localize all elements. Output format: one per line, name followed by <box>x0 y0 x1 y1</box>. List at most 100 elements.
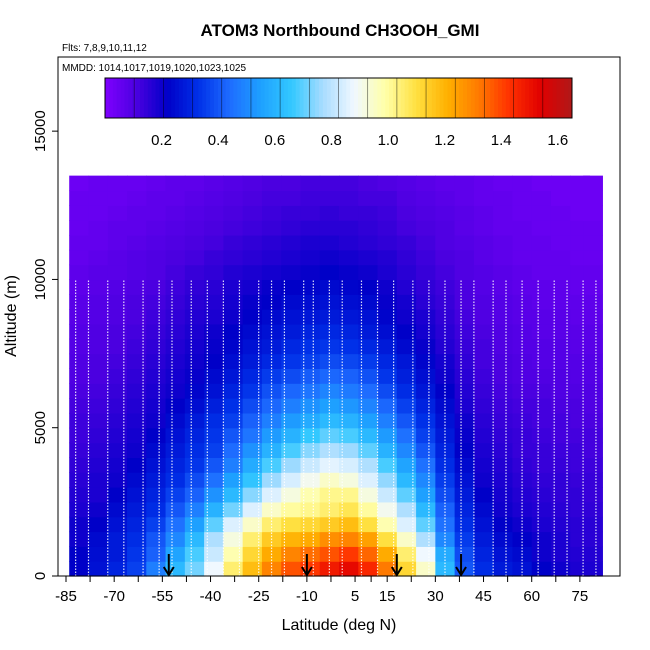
heatmap-cell <box>531 516 552 533</box>
heatmap-cell <box>146 294 167 310</box>
heatmap-cell <box>339 501 359 518</box>
heatmap-cell <box>550 190 571 206</box>
heatmap-cell <box>358 427 379 444</box>
heatmap-cell <box>146 279 167 295</box>
heatmap-cell <box>204 442 224 458</box>
heatmap-cell <box>300 501 321 518</box>
heatmap-cell <box>223 234 244 251</box>
colorbar-tick-label: 0.2 <box>151 132 172 149</box>
heatmap-cell <box>204 383 224 399</box>
heatmap-cell <box>583 412 603 429</box>
heatmap-cell <box>583 338 603 355</box>
colorbar-segment <box>357 78 363 118</box>
heatmap-cell <box>454 501 475 518</box>
heatmap-cell <box>358 368 379 384</box>
heatmap-cell <box>242 457 263 473</box>
heatmap-cell <box>473 175 494 192</box>
heatmap-cell <box>223 368 244 384</box>
heatmap-cell <box>493 234 514 251</box>
heatmap-cell <box>127 427 147 444</box>
heatmap-cell <box>435 457 456 473</box>
heatmap-cell <box>165 220 186 236</box>
heatmap-cell <box>107 190 128 206</box>
heatmap-cell <box>454 472 475 488</box>
heatmap-cell <box>69 220 90 236</box>
heatmap-cell <box>339 249 359 266</box>
heatmap-cell <box>223 412 244 429</box>
heatmap-cell <box>435 338 456 355</box>
heatmap-cell <box>396 368 417 384</box>
heatmap-cell <box>339 234 359 251</box>
heatmap-cell <box>435 442 456 458</box>
heatmap-cell <box>300 427 321 444</box>
colorbar-segment <box>272 78 277 118</box>
heatmap-cell <box>396 264 417 281</box>
heatmap-cell <box>493 383 514 399</box>
heatmap-cell <box>358 190 379 206</box>
heatmap-cell <box>127 398 147 414</box>
colorbar-segment <box>143 78 149 118</box>
heatmap-cell <box>88 442 109 458</box>
heatmap-cell <box>473 442 494 458</box>
colorbar-segment <box>396 78 402 118</box>
heatmap-cell <box>473 323 494 340</box>
heatmap-cell <box>416 353 436 369</box>
heatmap-cell <box>146 427 167 444</box>
heatmap-cell <box>165 398 186 414</box>
heatmap-cell <box>339 427 359 444</box>
colorbar-segment <box>385 78 390 118</box>
colorbar-segment <box>420 78 425 118</box>
heatmap-cell <box>146 546 167 562</box>
heatmap-cell <box>396 531 417 547</box>
heatmap-cell <box>281 249 302 266</box>
heatmap-cell <box>204 546 224 562</box>
heatmap-cell <box>435 234 456 251</box>
heatmap-cell <box>281 442 302 458</box>
heatmap-cell <box>531 546 552 562</box>
heatmap-cell <box>223 175 244 192</box>
colorbar-segment <box>171 78 176 118</box>
heatmap-cell <box>242 427 263 444</box>
colorbar-segment <box>451 78 456 118</box>
heatmap-cell <box>531 190 552 206</box>
heatmap-cell <box>531 412 552 429</box>
heatmap-cell <box>242 516 263 533</box>
y-tick-label: 0 <box>32 572 49 580</box>
heatmap-cell <box>454 457 475 473</box>
heatmap-cell <box>184 516 205 533</box>
heatmap-cell <box>319 383 340 399</box>
colorbar-segment <box>389 78 394 118</box>
heatmap-cell <box>377 279 398 295</box>
heatmap-cell <box>416 309 436 325</box>
heatmap-cell <box>107 353 128 369</box>
heatmap-cell <box>416 190 436 206</box>
colorbar-segment <box>498 78 503 118</box>
heatmap-cell <box>550 398 571 414</box>
heatmap-cell <box>473 412 494 429</box>
heatmap-cell <box>416 427 436 444</box>
heatmap-cell <box>146 309 167 325</box>
heatmap-cell <box>69 234 90 251</box>
heatmap-cell <box>165 309 186 325</box>
heatmap-cell <box>146 516 167 533</box>
heatmap-cell <box>204 353 224 369</box>
heatmap-cell <box>107 487 128 503</box>
colorbar-segment <box>186 78 192 118</box>
heatmap-cell <box>358 383 379 399</box>
heatmap-cell <box>107 546 128 562</box>
heatmap-cell <box>396 398 417 414</box>
heatmap-cell <box>339 353 359 369</box>
heatmap-cell <box>204 175 224 192</box>
heatmap-cell <box>184 205 205 221</box>
heatmap-cell <box>165 457 186 473</box>
heatmap-cell <box>261 427 282 444</box>
x-axis: -85 -70 -55 -40 -25 -10 5 15 30 45 60 75 <box>55 576 588 605</box>
heatmap-cell <box>281 383 302 399</box>
heatmap-cell <box>88 353 109 369</box>
heatmap-cell <box>583 190 603 206</box>
heatmap-cell <box>184 531 205 547</box>
colorbar-segment <box>377 78 382 118</box>
heatmap-cell <box>223 501 244 518</box>
heatmap-cell <box>107 561 128 577</box>
